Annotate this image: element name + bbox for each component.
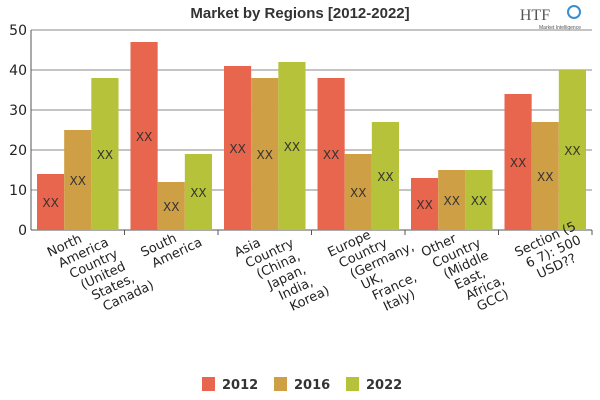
bar xyxy=(251,78,279,230)
bar xyxy=(504,94,532,230)
y-tick-label: 30 xyxy=(9,103,27,119)
svg-text:Market Intelligence: Market Intelligence xyxy=(539,25,581,31)
legend-label: 2012 xyxy=(222,378,258,393)
data-label: XX xyxy=(350,186,366,200)
data-label: XX xyxy=(70,174,86,188)
bar xyxy=(157,182,185,230)
bar xyxy=(558,70,586,230)
bar xyxy=(531,122,559,230)
data-label: XX xyxy=(564,144,580,158)
htf-logo: HTF Market Intelligence xyxy=(520,5,581,31)
data-label: XX xyxy=(537,170,553,184)
data-label: XX xyxy=(97,148,113,162)
data-label: XX xyxy=(42,196,58,210)
data-label: XX xyxy=(284,140,300,154)
y-tick-label: 20 xyxy=(9,143,27,159)
bar xyxy=(438,170,466,230)
svg-text:HTF: HTF xyxy=(520,7,550,24)
data-label: XX xyxy=(377,170,393,184)
legend-swatch xyxy=(346,377,359,391)
y-tick-label: 10 xyxy=(9,183,27,199)
y-tick-label: 0 xyxy=(18,223,27,239)
bar xyxy=(91,78,119,230)
bar xyxy=(37,174,65,230)
bar xyxy=(184,154,212,230)
bar xyxy=(371,122,399,230)
bar xyxy=(278,62,306,230)
legend-label: 2016 xyxy=(294,378,330,393)
bar xyxy=(465,170,493,230)
data-label: XX xyxy=(136,130,152,144)
bar xyxy=(224,66,252,230)
bar xyxy=(317,78,345,230)
data-label: XX xyxy=(510,156,526,170)
legend-label: 2022 xyxy=(366,378,402,393)
legend-swatch xyxy=(202,377,215,391)
data-label: XX xyxy=(257,148,273,162)
data-label: XX xyxy=(416,198,432,212)
legend-swatch xyxy=(274,377,287,391)
data-label: XX xyxy=(163,200,179,214)
bar xyxy=(411,178,439,230)
data-label: XX xyxy=(444,194,460,208)
bar xyxy=(130,42,158,230)
chart-title: Market by Regions [2012-2022] xyxy=(190,5,409,22)
bar xyxy=(344,154,372,230)
data-label: XX xyxy=(190,186,206,200)
data-label: XX xyxy=(323,148,339,162)
bar xyxy=(64,130,92,230)
data-label: XX xyxy=(229,142,245,156)
y-tick-label: 50 xyxy=(9,23,27,39)
data-label: XX xyxy=(471,194,487,208)
y-tick-label: 40 xyxy=(9,63,27,79)
